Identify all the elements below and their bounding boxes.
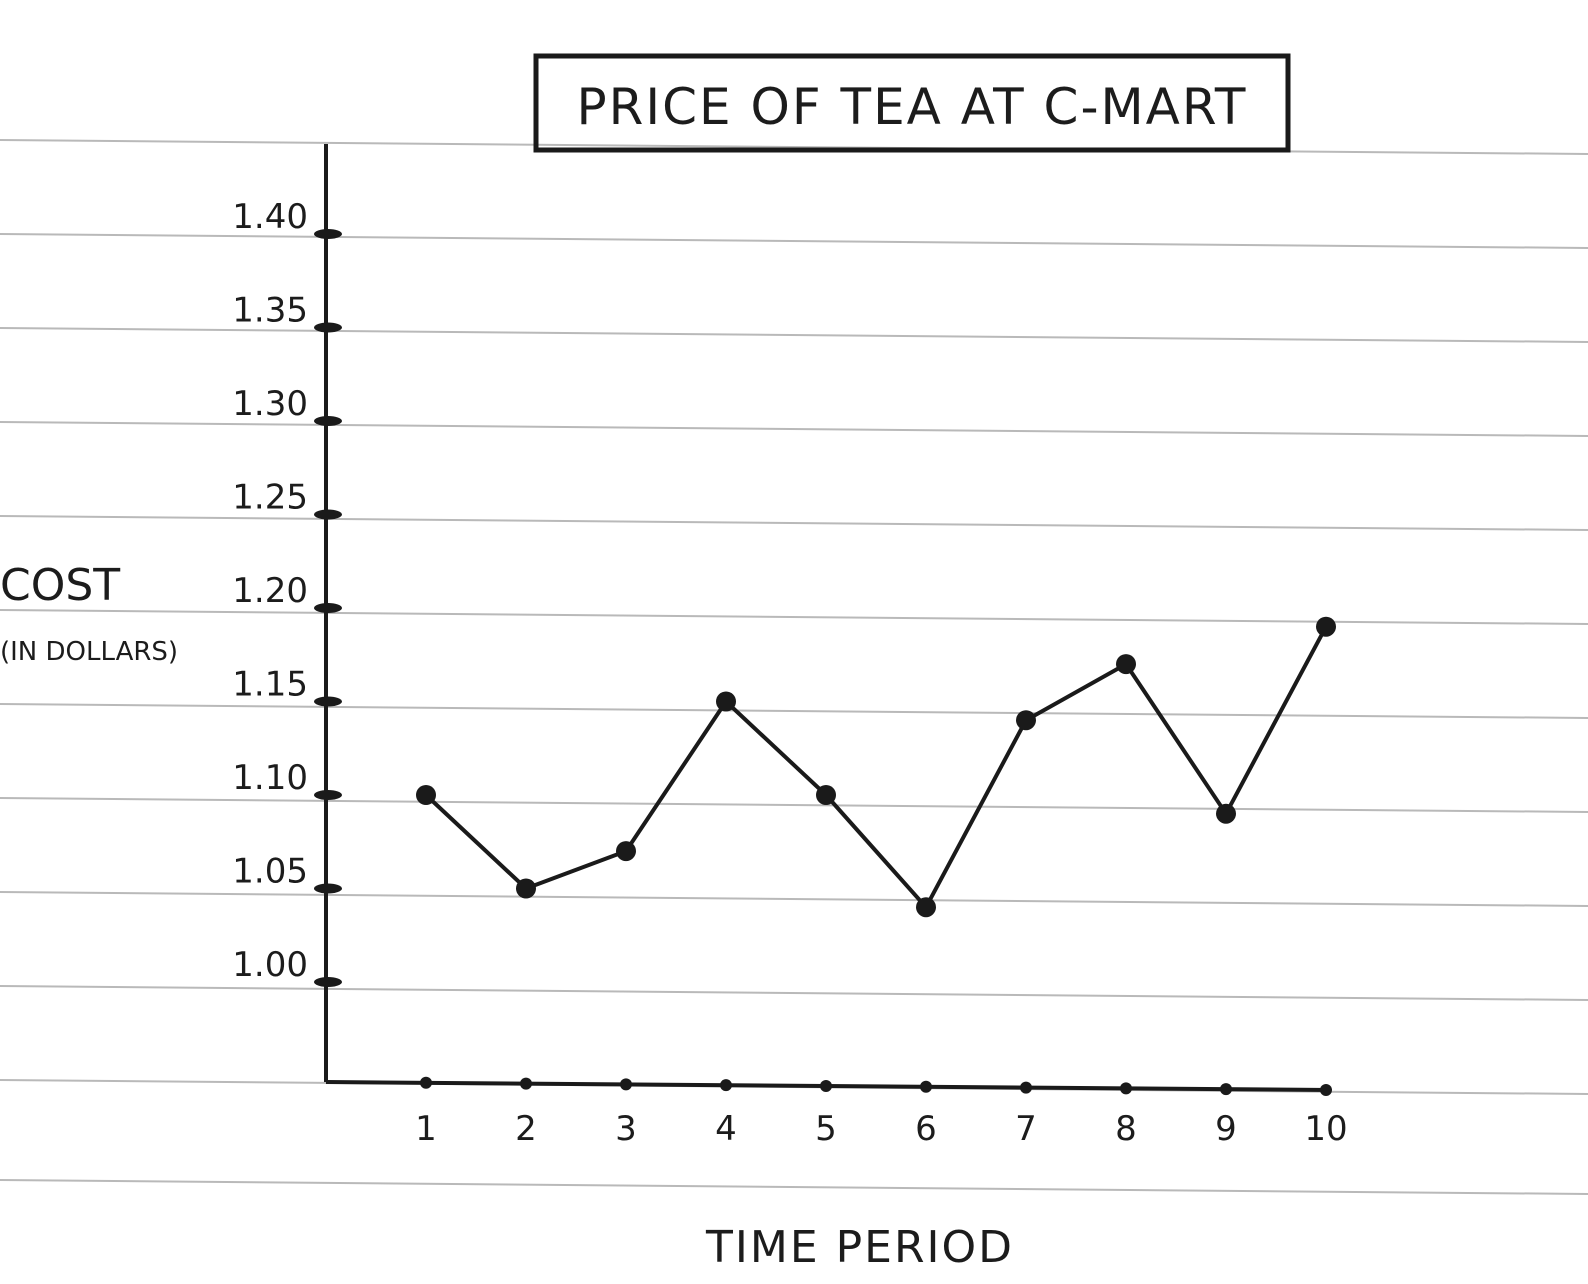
x-tick-mark-7 xyxy=(1020,1081,1032,1094)
paper-line-12 xyxy=(0,1179,1588,1195)
data-point-10 xyxy=(1316,616,1336,637)
x-tick-label-3: 3 xyxy=(615,1109,637,1149)
chart-title-box: PRICE OF TEA AT C-MART xyxy=(533,53,1291,153)
paper-line-5 xyxy=(0,515,1588,531)
data-point-4 xyxy=(716,691,736,712)
paper-line-6 xyxy=(0,609,1588,625)
x-axis-title: TIME PERIOD xyxy=(705,1222,1014,1273)
y-tick-mark-1.05 xyxy=(314,883,342,894)
x-tick-label-7: 7 xyxy=(1015,1109,1037,1149)
y-axis-label: COST (IN DOLLARS) xyxy=(0,560,178,667)
data-point-1 xyxy=(416,785,436,805)
paper-line-1 xyxy=(0,139,1588,155)
data-point-7 xyxy=(1016,710,1036,731)
y-tick-mark-1.30 xyxy=(314,416,342,426)
data-point-5 xyxy=(816,785,836,805)
x-tick-label-2: 2 xyxy=(515,1109,537,1149)
y-tick-label-1.20: 1.20 xyxy=(232,571,308,611)
y-tick-mark-1.25 xyxy=(314,509,342,520)
paper-line-7 xyxy=(0,703,1588,719)
paper-line-9 xyxy=(0,891,1588,907)
y-tick-label-1.35: 1.35 xyxy=(232,291,308,331)
y-axis-ticks: 1.00 1.05 1.10 1.15 1.20 1.25 1.30 1.35 1.40 xyxy=(232,197,342,987)
x-tick-label-9: 9 xyxy=(1215,1109,1237,1149)
paper-line-4 xyxy=(0,421,1588,437)
chart-title: PRICE OF TEA AT C-MART xyxy=(577,78,1248,136)
data-point-6 xyxy=(916,897,936,918)
x-tick-mark-5 xyxy=(820,1079,832,1092)
x-tick-label-10: 10 xyxy=(1304,1109,1347,1149)
x-tick-mark-9 xyxy=(1220,1083,1232,1096)
x-tick-mark-8 xyxy=(1120,1082,1132,1095)
x-tick-mark-1 xyxy=(420,1076,432,1089)
data-point-8 xyxy=(1116,654,1136,675)
series-line xyxy=(424,625,1328,910)
y-tick-label-1.05: 1.05 xyxy=(232,852,308,892)
y-tick-label-1.25: 1.25 xyxy=(232,478,308,518)
y-axis-unit: (IN DOLLARS) xyxy=(0,637,178,667)
y-tick-mark-1.35 xyxy=(314,322,342,333)
paper-line-8 xyxy=(0,797,1588,813)
x-tick-label-1: 1 xyxy=(415,1109,437,1149)
series-price xyxy=(416,616,1336,918)
paper-line-3 xyxy=(0,327,1588,343)
y-tick-label-1.00: 1.00 xyxy=(232,945,308,985)
y-tick-label-1.10: 1.10 xyxy=(232,758,308,798)
paper-line-2 xyxy=(0,233,1588,249)
x-axis-ticks: 1 2 3 4 5 6 7 8 9 10 xyxy=(415,1076,1348,1149)
data-point-9 xyxy=(1216,803,1236,824)
y-tick-mark-1.20 xyxy=(314,603,342,613)
y-tick-label-1.15: 1.15 xyxy=(232,665,308,705)
data-point-2 xyxy=(516,878,536,899)
x-tick-mark-4 xyxy=(720,1079,732,1092)
y-tick-mark-1.10 xyxy=(314,790,342,800)
x-tick-label-6: 6 xyxy=(915,1109,937,1149)
y-axis-title: COST xyxy=(0,560,120,611)
y-tick-label-1.40: 1.40 xyxy=(232,197,308,237)
x-tick-mark-2 xyxy=(520,1077,532,1090)
x-tick-label-8: 8 xyxy=(1115,1109,1137,1149)
x-tick-label-4: 4 xyxy=(715,1109,737,1149)
ruled-paper-lines xyxy=(0,139,1588,1195)
y-tick-mark-1.00 xyxy=(314,977,342,987)
title-frame xyxy=(533,53,1291,153)
x-tick-mark-6 xyxy=(920,1080,932,1093)
x-tick-mark-3 xyxy=(620,1078,632,1091)
x-tick-mark-10 xyxy=(1320,1083,1332,1096)
y-tick-mark-1.40 xyxy=(314,229,342,239)
data-point-3 xyxy=(616,841,636,862)
y-tick-mark-1.15 xyxy=(314,696,342,707)
y-tick-label-1.30: 1.30 xyxy=(232,384,308,424)
x-tick-label-5: 5 xyxy=(815,1109,837,1149)
paper-line-10 xyxy=(0,985,1588,1001)
